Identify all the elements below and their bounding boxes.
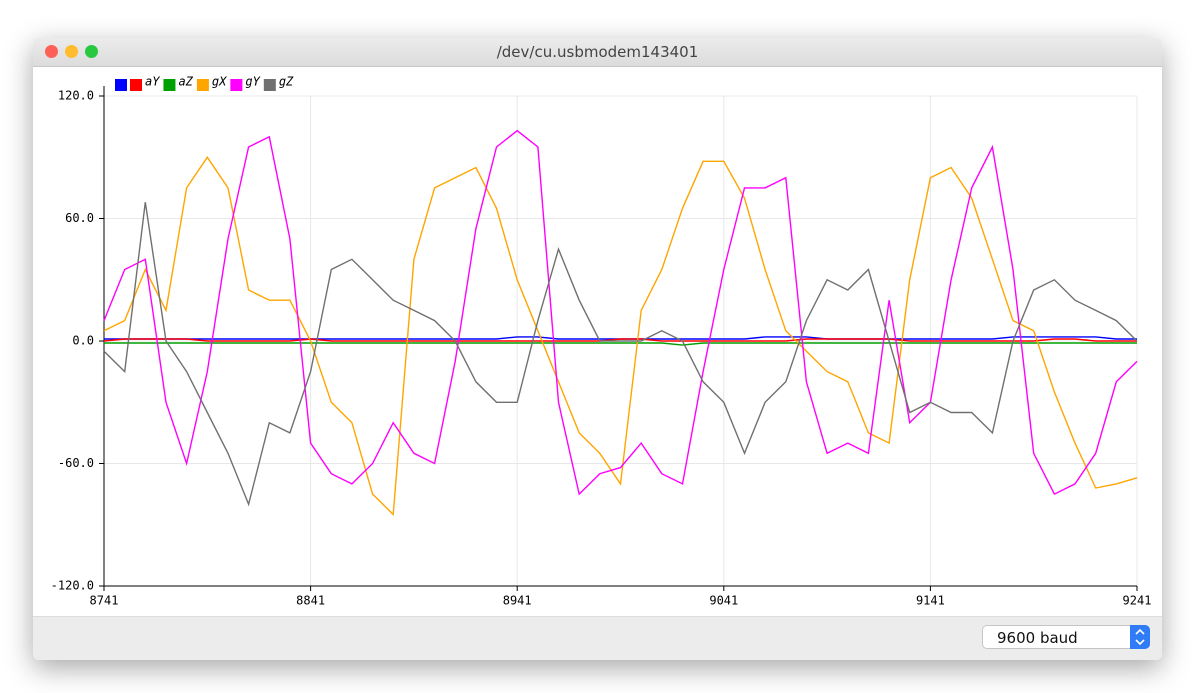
baud-label: 9600 baud <box>997 629 1078 647</box>
y-tick-label: 0.0 <box>72 334 94 348</box>
y-tick-label: 120.0 <box>58 89 94 103</box>
legend-label: gX <box>212 75 227 89</box>
x-tick-label: 8841 <box>296 594 325 608</box>
series-line <box>103 156 1138 517</box>
baud-dropdown[interactable]: 9600 baud <box>982 625 1150 649</box>
legend-label: gY <box>245 75 260 89</box>
x-tick-label: 9041 <box>709 594 738 608</box>
bottom-bar: 9600 baud <box>33 616 1162 660</box>
legend-swatch <box>115 79 127 91</box>
arrow-icon <box>1135 628 1145 646</box>
y-tick-label: -60.0 <box>58 456 94 470</box>
series-line <box>103 202 1138 507</box>
x-tick-label: 8941 <box>503 594 532 608</box>
legend-swatch <box>263 79 276 91</box>
chart: -120.0 -60.0 0.0 60.0 120.0 8741 8841 8941 9041 9… <box>51 75 1152 608</box>
legend-label: gZ <box>279 75 294 89</box>
dropdown-arrow[interactable] <box>1130 625 1150 649</box>
series-line <box>103 338 1137 342</box>
legend-swatch <box>196 79 209 91</box>
legend-label: aY <box>145 75 160 89</box>
legend-swatch <box>230 79 243 91</box>
window: /dev/cu.usbmodem143401 -120.0 -60.0 0.0 60.… <box>33 38 1162 660</box>
zoom-button[interactable] <box>85 45 98 58</box>
x-tick-label: 8741 <box>90 594 119 608</box>
minimize-button[interactable] <box>65 45 78 58</box>
title-bar: /dev/cu.usbmodem143401 <box>33 38 1162 67</box>
y-tick-label: 60.0 <box>65 211 94 225</box>
window-title: /dev/cu.usbmodem143401 <box>496 43 699 61</box>
x-tick-label: 9141 <box>916 594 945 608</box>
series-line <box>104 342 1137 346</box>
legend-swatch <box>130 79 142 91</box>
x-tick-label: 9241 <box>1123 594 1152 608</box>
y-tick-label: -120.0 <box>51 579 94 593</box>
legend-swatch <box>163 79 176 91</box>
legend-label: aZ <box>178 75 193 89</box>
close-button[interactable] <box>45 45 58 58</box>
series-line <box>103 129 1138 496</box>
